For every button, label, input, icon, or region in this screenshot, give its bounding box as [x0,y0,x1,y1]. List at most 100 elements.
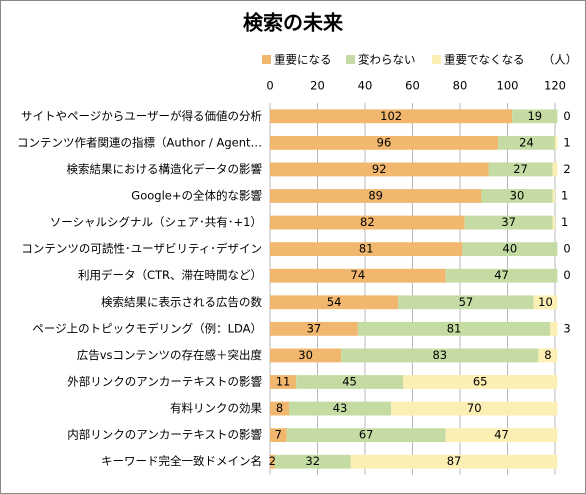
category-label: 利用データ（CTR、滞在時間など） [78,268,262,282]
bar-segment [498,135,555,150]
category-label: 検索結果に表示される広告の数 [101,295,262,309]
bar-segment [270,268,446,283]
value-label: 32 [305,454,320,468]
value-label: 2 [563,162,570,176]
value-label: 0 [563,268,570,282]
bar-segment [533,295,558,310]
value-label: 47 [494,268,509,282]
bar-segment [270,375,297,389]
bar-segment [555,135,558,150]
bar-segment [552,162,558,177]
legend-label: 変わらない [358,53,416,67]
value-label: 24 [519,135,534,149]
bar-segment [274,454,351,469]
value-label: 65 [473,375,488,389]
bar-segment [350,454,558,469]
bar-segment [270,348,342,363]
x-tick-label: 20 [310,79,325,93]
bar-segment [270,295,399,310]
value-label: 8 [276,401,283,415]
value-label: 57 [459,295,474,309]
bar-segment [462,242,558,257]
legend-swatch [262,55,271,64]
value-label: 30 [510,189,525,203]
bar-segment [289,401,392,416]
bar-segment [538,348,558,363]
legend-swatch [432,55,441,64]
x-tick-label: 60 [405,79,420,93]
bar-segment [270,162,489,177]
value-label: 81 [447,321,462,335]
value-label: 1 [561,215,568,229]
value-label: 70 [467,401,482,415]
value-label: 87 [447,454,462,468]
bar-segment [464,215,553,230]
value-label: 37 [501,215,516,229]
value-label: 1 [563,135,570,149]
value-label: 67 [359,428,374,442]
value-label: 37 [307,321,322,335]
bar-segment [357,321,551,336]
bar-segment [270,242,463,257]
bar-segment [445,428,558,443]
legend-label: 重要でなくなる [444,53,525,67]
bar-segment [270,428,287,443]
bar-segment [270,109,513,124]
legend-swatch [346,55,355,64]
bar-segment [270,135,498,150]
category-label: 内部リンクのアンカーテキストの影響 [67,428,262,442]
bar-segment [296,375,403,389]
bar-segment [445,268,558,283]
bar-segment [341,348,539,363]
bar-segment [550,321,558,336]
bar-segment [270,215,465,230]
bar-segment [488,162,553,177]
x-tick-label: 40 [358,79,373,93]
value-label: 92 [372,162,387,176]
category-label: サイトやページからユーザーが得る価値の分析 [21,109,262,123]
bar-segment [403,375,558,389]
value-label: 1 [561,189,568,203]
value-label: 0 [563,109,570,123]
x-tick-label: 80 [453,79,468,93]
value-label: 83 [432,348,447,362]
category-label: コンテンツの可読性･ユーザビリティ･デザイン [21,242,262,256]
bar-segment [391,401,558,416]
value-label: 19 [527,109,542,123]
value-label: 27 [513,162,528,176]
category-label: 広告vsコンテンツの存在感＋突出度 [77,348,263,362]
value-label: 89 [368,189,383,203]
category-label: ソーシャルシグナル（シェア･共有･+1） [50,215,262,229]
unit-label: （人） [543,53,578,67]
bar-segment [270,454,275,469]
chart-title: 検索の未来 [243,11,344,35]
category-label: Google+の全体的な影響 [131,189,262,203]
value-label: 10 [538,295,553,309]
value-label: 43 [333,401,348,415]
value-label: 96 [377,135,392,149]
category-label: ページ上のトピックモデリング（例：LDA） [32,321,262,335]
value-label: 3 [563,321,570,335]
value-label: 11 [276,375,291,389]
category-label: キーワード完全一致ドメイン名 [101,454,262,468]
value-label: 0 [563,242,570,256]
x-tick-label: 100 [497,79,519,93]
value-label: 74 [351,268,366,282]
x-tick-label: 120 [544,79,566,93]
bar-segment [552,189,555,203]
legend-label: 重要になる [274,53,332,67]
bar-segment [481,189,553,203]
category-label: コンテンツ作者関連の指標（Author / Agent… [17,135,262,149]
value-label: 81 [359,242,374,256]
value-label: 8 [544,348,551,362]
bar-segment [552,215,555,230]
value-label: 40 [503,242,518,256]
category-label: 検索結果における構造化データの影響 [67,162,263,176]
value-label: 82 [360,215,375,229]
category-label: 有料リンクの効果 [170,401,262,415]
value-label: 45 [342,375,357,389]
value-label: 2 [269,454,276,468]
value-label: 102 [380,109,402,123]
value-label: 30 [298,348,313,362]
